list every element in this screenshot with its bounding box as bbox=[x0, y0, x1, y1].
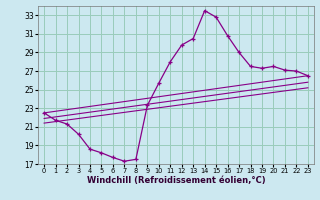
X-axis label: Windchill (Refroidissement éolien,°C): Windchill (Refroidissement éolien,°C) bbox=[87, 176, 265, 185]
